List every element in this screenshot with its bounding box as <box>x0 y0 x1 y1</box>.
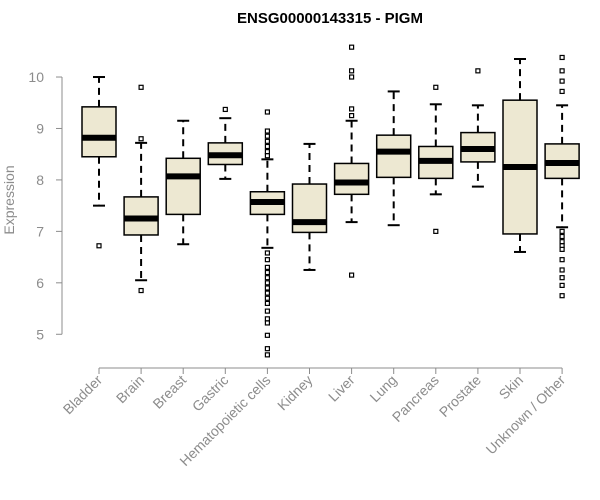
outlier-point <box>138 136 144 142</box>
y-axis: 5 6 7 8 9 10 <box>28 69 63 342</box>
outlier-point <box>559 228 565 234</box>
x-tick-label: Skin <box>496 372 527 403</box>
outlier-point <box>138 84 144 90</box>
box-bladder <box>81 76 117 249</box>
outlier-point <box>475 68 481 74</box>
x-tick-label: Prostate <box>436 372 484 420</box>
outlier-point <box>264 290 270 296</box>
x-tick-label: Breast <box>149 372 189 412</box>
iqr-box <box>165 157 201 216</box>
outlier-point <box>138 287 144 294</box>
outlier-point <box>264 133 270 139</box>
y-tick-label: 10 <box>28 69 44 85</box>
outlier-point <box>559 78 565 84</box>
plot-area <box>81 44 580 358</box>
outlier-point <box>349 272 355 278</box>
outlier-point <box>433 84 439 90</box>
outlier-point <box>559 246 565 252</box>
outlier-point <box>264 280 270 286</box>
y-tick-label: 9 <box>36 120 44 136</box>
outlier-point <box>222 106 228 113</box>
box-pancreas <box>418 84 454 234</box>
box-hematopoietic-cells <box>249 109 286 358</box>
box-breast <box>165 119 201 246</box>
outlier-point <box>264 308 270 314</box>
outlier-point <box>264 275 270 281</box>
y-tick-label: 7 <box>36 223 44 239</box>
outlier-point <box>349 44 355 50</box>
outlier-point <box>349 74 355 80</box>
box-lung <box>375 90 412 227</box>
outlier-point <box>559 275 565 281</box>
outlier-point <box>264 109 270 115</box>
box-gastric <box>207 106 244 180</box>
outlier-point <box>264 316 270 322</box>
outlier-point <box>433 228 439 234</box>
box-liver <box>333 44 370 278</box>
outlier-point <box>264 300 270 307</box>
box-skin <box>502 58 538 253</box>
box-prostate <box>460 68 496 188</box>
chart-title: ENSG00000143315 - PIGM <box>237 10 423 27</box>
outlier-point <box>264 264 270 270</box>
outlier-point <box>559 68 565 74</box>
outlier-point <box>559 282 565 288</box>
x-tick-label: Brain <box>113 372 147 406</box>
y-tick-label: 8 <box>36 172 44 188</box>
x-tick-label: Liver <box>325 372 358 405</box>
outlier-point <box>264 332 270 338</box>
x-tick-label: Pancreas <box>389 372 442 425</box>
outlier-point <box>264 257 270 263</box>
outlier-point <box>559 257 565 263</box>
outlier-point <box>559 233 565 240</box>
outlier-point <box>264 346 270 352</box>
outlier-point <box>264 143 270 150</box>
outlier-point <box>559 267 565 273</box>
box-brain <box>123 84 159 294</box>
y-tick-label: 6 <box>36 275 44 291</box>
y-axis-label: Expression <box>1 165 17 234</box>
outlier-point <box>264 269 270 276</box>
iqr-box <box>375 134 412 179</box>
outlier-point <box>559 54 565 61</box>
x-tick-label: Kidney <box>274 372 316 414</box>
outlier-point <box>349 106 355 112</box>
x-tick-label: Bladder <box>60 372 106 418</box>
outlier-point <box>96 243 102 249</box>
outlier-point <box>264 149 270 155</box>
outlier-point <box>349 113 355 119</box>
outlier-point <box>264 153 270 159</box>
iqr-box <box>81 106 117 158</box>
outlier-point <box>264 295 270 301</box>
outlier-point <box>559 293 565 299</box>
y-tick-label: 5 <box>36 326 44 342</box>
outlier-point <box>559 88 565 95</box>
outlier-point <box>264 352 270 358</box>
x-tick-label: Lung <box>366 372 399 405</box>
box-kidney <box>291 142 328 271</box>
outlier-point <box>264 138 270 144</box>
x-tick-label: Unknown / Other <box>483 372 569 458</box>
iqr-box <box>333 162 370 196</box>
iqr-box <box>291 183 328 234</box>
outlier-point <box>264 285 270 291</box>
outlier-point <box>559 239 565 245</box>
outlier-point <box>264 320 270 326</box>
outlier-point <box>264 128 270 134</box>
outlier-point <box>264 250 270 256</box>
outlier-point <box>349 68 355 74</box>
box-unknown-other <box>544 54 580 299</box>
